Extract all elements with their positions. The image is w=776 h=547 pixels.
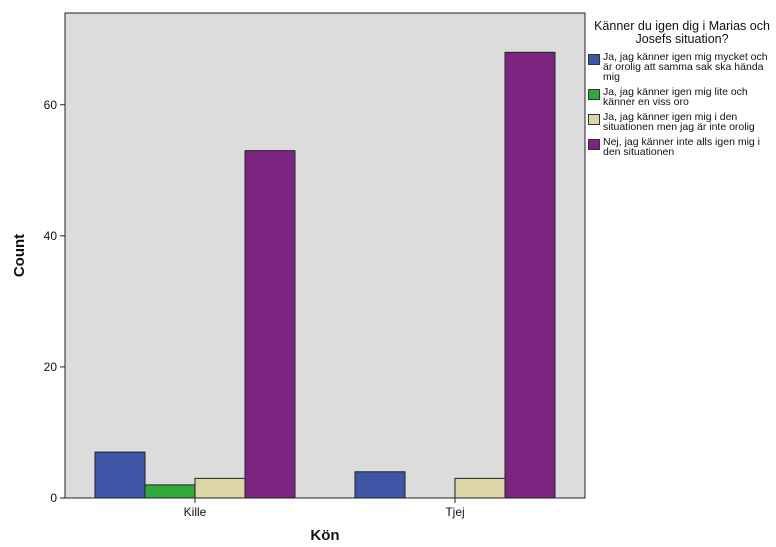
bar [244,150,296,499]
legend-swatch [588,54,600,65]
bar [504,51,556,499]
y-tick-label: 40 [44,229,58,243]
x-axis: Kille Tjej [184,498,465,519]
legend-item: Ja, jag känner igen mig i den situatione… [588,112,776,132]
plot-area [64,12,586,499]
legend-item: Ja, jag känner igen mig lite och känner … [588,87,776,107]
x-tick-label: Kille [184,505,207,519]
y-axis-title: Count [11,234,28,277]
legend-swatch [588,139,600,150]
y-axis: 0 20 40 60 [44,98,65,505]
bar [354,471,406,499]
bars [94,51,556,499]
bar [194,477,246,499]
legend-item: Ja, jag känner igen mig mycket och är or… [588,52,776,82]
legend-label: Ja, jag känner igen mig lite och känner … [603,86,748,108]
bar [144,484,196,499]
x-axis-title: Kön [310,527,339,544]
y-tick-label: 0 [50,491,57,505]
legend-label: Nej, jag känner inte alls igen mig i den… [603,136,760,158]
legend-label: Ja, jag känner igen mig mycket och är or… [603,51,768,83]
legend-title: Känner du igen dig i Marias och Josefs s… [594,19,770,46]
bar [454,477,506,499]
legend-swatch [588,89,600,100]
legend-swatch [588,114,600,125]
bar [94,451,146,499]
y-tick-label: 20 [44,360,58,374]
legend-label: Ja, jag känner igen mig i den situatione… [603,111,755,133]
y-tick-label: 60 [44,98,58,112]
x-tick-label: Tjej [445,505,464,519]
legend: Känner du igen dig i Marias och Josefs s… [588,20,776,162]
legend-item: Nej, jag känner inte alls igen mig i den… [588,137,776,157]
legend-items: Ja, jag känner igen mig mycket och är or… [588,52,776,157]
